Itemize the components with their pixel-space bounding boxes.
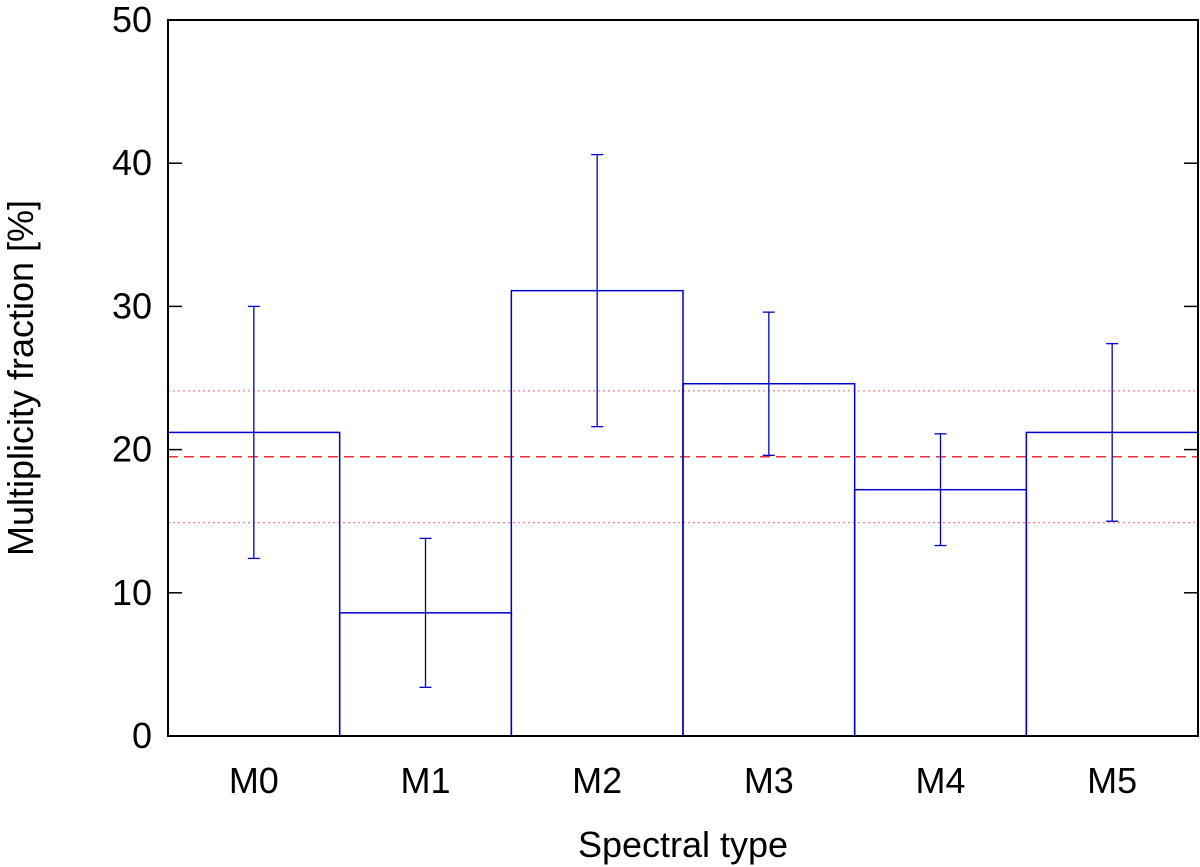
error-bar-M5 bbox=[1106, 342, 1119, 522]
y-tick-label: 30 bbox=[112, 285, 152, 326]
error-bar-M3 bbox=[762, 311, 775, 456]
plot-frame bbox=[167, 19, 1199, 737]
x-tick-label: M4 bbox=[915, 760, 965, 801]
y-tick-label: 40 bbox=[112, 142, 152, 183]
error-bars bbox=[247, 153, 1119, 688]
error-bar-M0 bbox=[247, 305, 260, 560]
error-bar-M4 bbox=[934, 433, 947, 547]
error-bar-M2 bbox=[591, 153, 604, 428]
x-tick-label: M0 bbox=[229, 760, 279, 801]
x-tick-label: M2 bbox=[572, 760, 622, 801]
x-tick-label: M1 bbox=[400, 760, 450, 801]
y-tick-label: 0 bbox=[132, 715, 152, 756]
y-axis-title: Multiplicity fraction [%] bbox=[0, 200, 41, 556]
axis-ticks: 0 10 20 30 40 50 M0 M1 M2 M3 M4 M5 bbox=[112, 0, 1198, 801]
error-bar-M1 bbox=[419, 537, 432, 688]
x-tick-label: M5 bbox=[1087, 760, 1137, 801]
y-tick-label: 50 bbox=[112, 0, 152, 40]
y-tick-label: 20 bbox=[112, 429, 152, 470]
bars bbox=[167, 289, 1199, 737]
x-axis-title: Spectral type bbox=[578, 824, 788, 865]
y-tick-label: 10 bbox=[112, 572, 152, 613]
x-tick-label: M3 bbox=[744, 760, 794, 801]
